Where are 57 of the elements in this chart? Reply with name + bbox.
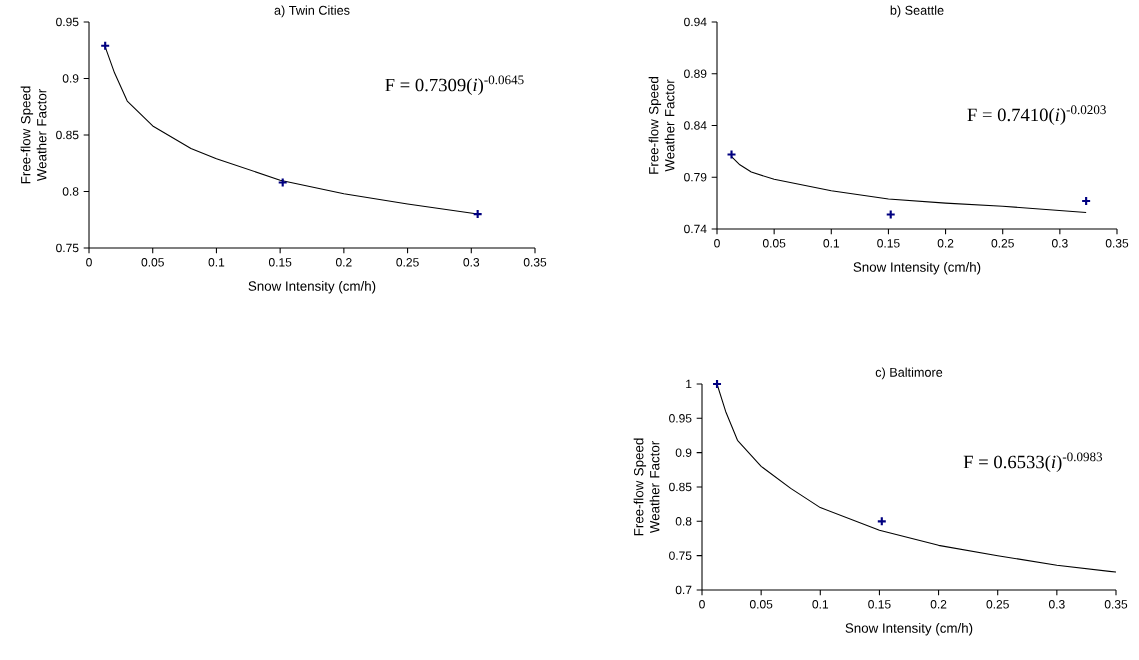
y-tick-label: 0.95: [669, 414, 692, 423]
y-tick-label: 0.7: [675, 585, 692, 595]
x-tick-label: 0.15: [877, 239, 900, 248]
x-tick-label: 0.3: [463, 258, 480, 267]
x-tick-label: 0.25: [991, 239, 1014, 248]
x-tick-label: 0: [714, 239, 720, 248]
annotation: F = 0.7309(i)$^{-0.0645}$: [385, 75, 524, 96]
y-axis-title: Free-flow Speed Weather Factor: [633, 438, 660, 536]
x-tick-label: 0.05: [762, 239, 786, 248]
x-tick-label: 0.2: [335, 258, 352, 267]
y-tick-label: 0.95: [56, 17, 79, 27]
x-tick-label: 0.1: [823, 239, 840, 248]
x-tick-label: 0.15: [868, 600, 891, 609]
x-tick-label: 0.35: [523, 258, 547, 267]
x-tick-label: 0.1: [812, 600, 829, 609]
y-tick-label: 0.75: [56, 243, 79, 253]
point: [277, 177, 288, 188]
x-tick-label: 0.2: [930, 600, 947, 609]
chart-title: c) Baltimore: [875, 367, 943, 380]
line-series: [730, 156, 1087, 213]
y-tick-label: 0.8: [675, 517, 692, 526]
y-tick-label: 1: [686, 379, 692, 389]
x-tick-label: 0.05: [141, 258, 164, 267]
y-tick-label: 0.9: [62, 74, 79, 83]
x-axis-title: Snow Intensity (cm/h): [248, 281, 376, 294]
y-tick-label: 0.75: [669, 551, 692, 560]
x-tick-label: 0.35: [1104, 600, 1128, 609]
x-tick-label: 0.25: [396, 258, 419, 267]
x-tick-label: 0.25: [986, 600, 1009, 609]
x-tick-label: 0.35: [1105, 239, 1129, 248]
y-tick-label: 0.74: [684, 224, 707, 234]
y-tick-label: 0.85: [56, 130, 79, 140]
x-axis-title: Snow Intensity (cm/h): [845, 623, 973, 636]
x-tick-label: 0.3: [1048, 600, 1065, 609]
x-tick-label: 0.1: [208, 258, 225, 267]
y-tick-label: 0.8: [62, 187, 79, 196]
annotation: F = 0.7410(i)$^{-0.0203}$: [967, 105, 1106, 125]
chart-title: a) Twin Cities: [274, 5, 350, 18]
x-tick-label: 0.3: [1051, 239, 1068, 248]
chart-title: b) Seattle: [890, 5, 944, 18]
y-axis-title: Free-flow Speed Weather Factor: [648, 77, 675, 174]
y-tick-label: 0.79: [684, 172, 707, 182]
y-tick-label: 0.89: [684, 69, 707, 78]
x-tick-label: 0.15: [268, 258, 292, 267]
y-axis-title: Free-flow Speed Weather Factor: [20, 86, 47, 184]
y-tick-label: 0.85: [669, 482, 692, 492]
x-tick-label: 0: [86, 258, 92, 267]
point: [885, 209, 896, 220]
x-axis-title: Snow Intensity (cm/h): [853, 262, 981, 275]
point: [726, 149, 737, 160]
y-tick-label: 0.84: [684, 121, 707, 130]
x-tick-label: 0: [699, 600, 705, 609]
x-tick-label: 0.2: [937, 239, 954, 248]
y-tick-label: 0.9: [675, 448, 692, 457]
x-tick-label: 0.05: [749, 600, 773, 609]
annotation: F = 0.6533(i)$^{-0.0983}$: [963, 452, 1103, 473]
y-tick-label: 0.94: [684, 17, 707, 27]
